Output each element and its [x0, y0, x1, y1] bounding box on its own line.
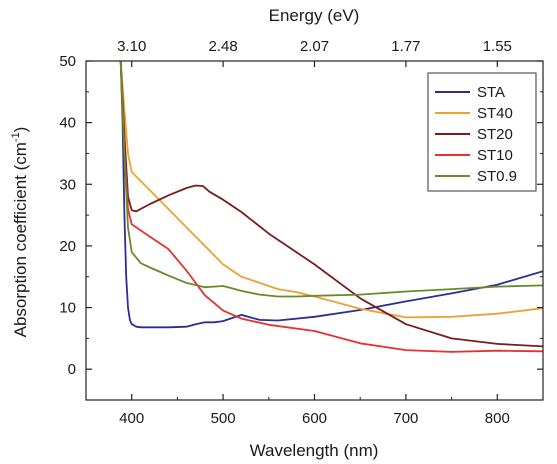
x-tick-label: 500: [211, 410, 236, 427]
x-tick-label: 700: [393, 410, 418, 427]
top-tick-label: 1.77: [391, 38, 420, 55]
x-axis-title: Wavelength (nm): [250, 441, 379, 460]
y-axis-title-sup: -1: [10, 132, 22, 142]
y-tick-label: 30: [59, 176, 76, 193]
top-axis-title: Energy (eV): [269, 6, 360, 25]
x-tick-label: 600: [302, 410, 327, 427]
y-axis-title-close: ): [11, 127, 30, 133]
y-tick-label: 20: [59, 238, 76, 255]
top-tick-label: 2.48: [208, 38, 237, 55]
y-axis-title-main: Absorption coefficient (cm: [11, 142, 30, 337]
series-line-st10: [119, 61, 543, 353]
legend-label: ST40: [477, 105, 513, 122]
series-line-sta: [119, 61, 543, 329]
tick-layer: 400 500 600 700 800 0 10 20 30 40 50 3.10 2.48 2.07 1.…: [59, 38, 544, 427]
series-line-st20: [119, 61, 543, 348]
y-tick-label: 50: [59, 53, 76, 70]
y-axis-title: Absorption coefficient (cm-1): [10, 127, 30, 338]
legend-label: STA: [477, 84, 505, 101]
series-line-st0-9: [119, 61, 543, 298]
y-tick-label: 0: [68, 361, 76, 378]
top-tick-label: 3.10: [117, 38, 146, 55]
legend: STA ST40 ST20 ST10 ST0.9: [427, 72, 537, 192]
legend-label: ST10: [477, 147, 513, 164]
top-tick-label: 1.55: [483, 38, 512, 55]
legend-label: ST20: [477, 126, 513, 143]
top-tick-label: 2.07: [300, 38, 329, 55]
series-line-st40: [119, 61, 543, 319]
series-layer: [119, 61, 543, 353]
x-tick-label: 400: [119, 410, 144, 427]
y-tick-label: 10: [59, 300, 76, 317]
x-tick-label: 800: [485, 410, 510, 427]
legend-label: ST0.9: [477, 168, 517, 185]
y-tick-label: 40: [59, 115, 76, 132]
